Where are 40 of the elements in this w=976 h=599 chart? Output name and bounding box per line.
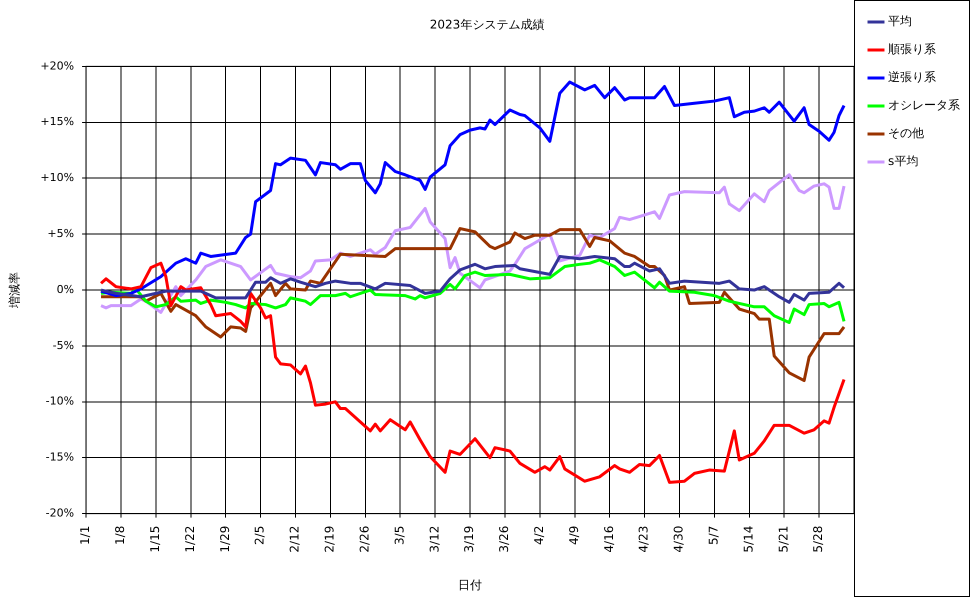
x-axis-title: 日付	[458, 578, 482, 592]
y-tick-label: -10%	[46, 394, 74, 408]
y-tick-label: +10%	[40, 171, 74, 184]
legend-label: オシレータ系	[888, 98, 960, 112]
y-tick-label: +5%	[47, 226, 74, 240]
y-tick-label: -5%	[52, 338, 74, 352]
x-tick-label: 5/7	[706, 526, 720, 545]
legend-label: その他	[888, 126, 924, 140]
x-tick-label: 5/28	[811, 526, 826, 553]
y-tick-label: -20%	[46, 506, 74, 520]
x-tick-label: 1/29	[218, 526, 232, 553]
legend-label: 平均	[888, 14, 912, 28]
chart-title: 2023年システム成績	[430, 17, 544, 32]
x-tick-label: 5/21	[776, 526, 790, 553]
x-tick-label: 3/19	[462, 526, 476, 553]
y-tick-label: +20%	[40, 59, 74, 72]
x-tick-label: 1/8	[113, 526, 128, 545]
x-tick-label: 2/26	[357, 526, 372, 553]
x-tick-label: 5/14	[741, 526, 756, 553]
legend-label: 逆張り系	[888, 70, 936, 84]
x-tick-label: 4/30	[672, 526, 686, 553]
legend-label: s平均	[888, 154, 918, 168]
x-tick-label: 2/5	[252, 526, 267, 545]
x-tick-label: 2/19	[322, 526, 337, 553]
x-tick-label: 1/15	[148, 526, 162, 553]
x-tick-label: 1/1	[78, 526, 92, 545]
x-tick-label: 3/5	[392, 526, 406, 545]
x-tick-label: 4/2	[532, 526, 546, 545]
y-axis-title: 増減率	[7, 272, 22, 310]
x-tick-label: 2/12	[288, 526, 302, 553]
x-tick-label: 4/9	[566, 526, 581, 545]
x-tick-label: 4/16	[602, 526, 616, 553]
y-tick-label: +15%	[40, 115, 74, 128]
y-tick-label: -15%	[46, 450, 74, 464]
legend-label: 順張り系	[888, 42, 936, 56]
x-tick-label: 3/12	[427, 526, 442, 553]
y-tick-label: 0%	[56, 282, 74, 296]
x-tick-label: 4/23	[636, 526, 651, 553]
x-tick-label: 3/26	[497, 526, 512, 553]
x-tick-label: 1/22	[182, 526, 197, 553]
